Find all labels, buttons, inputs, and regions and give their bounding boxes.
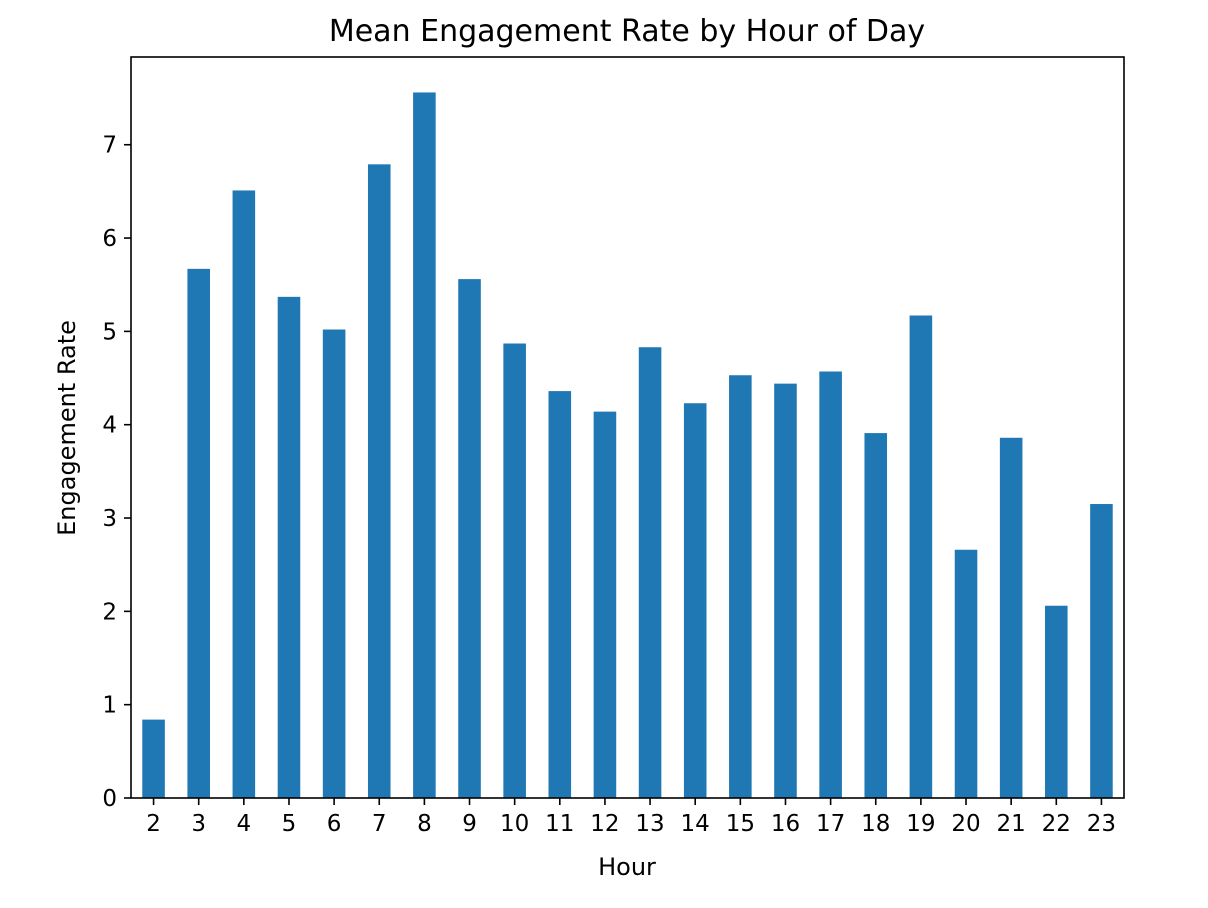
bar-hour-13	[638, 347, 662, 798]
bar-hour-5	[277, 296, 301, 798]
bar-hour-15	[729, 375, 752, 798]
bar-hour-7	[367, 164, 391, 798]
bar-hour-2	[142, 719, 165, 798]
x-tick-label: 7	[372, 811, 387, 837]
x-tick-label: 15	[726, 811, 755, 837]
y-tick-label: 7	[102, 133, 117, 159]
bar-hour-9	[458, 279, 481, 798]
x-tick-label: 17	[816, 811, 845, 837]
bar-hour-23	[1090, 504, 1113, 798]
bar-hour-20	[954, 549, 978, 798]
x-tick-label: 9	[462, 811, 477, 837]
x-tick-label: 5	[282, 811, 297, 837]
bar-hour-18	[864, 433, 888, 798]
x-tick-label: 4	[237, 811, 252, 837]
x-tick-label: 22	[1042, 811, 1071, 837]
y-tick-label: 1	[102, 693, 117, 719]
y-axis-label: Engagement Rate	[53, 320, 81, 536]
x-tick-label: 18	[861, 811, 890, 837]
x-axis: 2 3 4 5 6 7 8 9 10 11 12 13 14 15 16 17 18 19 20 21 22 23	[146, 798, 1116, 837]
y-tick-label: 2	[102, 599, 117, 625]
bar-hour-6	[322, 329, 346, 798]
bar-hour-19	[909, 315, 933, 798]
plot-frame	[130, 56, 1125, 799]
x-tick-label: 19	[906, 811, 935, 837]
bar-hour-11	[548, 391, 572, 798]
x-tick-label: 8	[417, 811, 432, 837]
bar-hour-12	[593, 411, 617, 798]
x-tick-label: 2	[146, 811, 161, 837]
x-tick-label: 12	[590, 811, 619, 837]
bar-hour-8	[413, 92, 436, 798]
bar-hour-10	[503, 343, 526, 798]
bar-hour-21	[999, 437, 1023, 798]
bar-hour-16	[774, 383, 797, 798]
chart-title: Mean Engagement Rate by Hour of Day	[329, 14, 925, 49]
x-axis-label: Hour	[598, 853, 656, 881]
y-tick-label: 3	[102, 506, 117, 532]
x-tick-label: 10	[500, 811, 529, 837]
bar-hour-17	[819, 371, 842, 798]
bar-hour-22	[1045, 605, 1068, 798]
plot-area	[130, 56, 1125, 799]
x-tick-label: 11	[545, 811, 574, 837]
y-tick-label: 0	[102, 786, 117, 812]
y-axis: 0 1 2 3 4 5 6 7	[102, 133, 131, 812]
x-tick-label: 16	[771, 811, 800, 837]
x-tick-label: 23	[1087, 811, 1116, 837]
y-tick-label: 5	[102, 319, 117, 345]
x-tick-label: 20	[951, 811, 980, 837]
x-tick-label: 13	[635, 811, 664, 837]
y-tick-label: 4	[102, 413, 117, 439]
x-tick-label: 14	[681, 811, 710, 837]
bars-group	[142, 92, 1113, 799]
bar-hour-14	[683, 403, 707, 798]
x-tick-label: 21	[997, 811, 1026, 837]
y-tick-label: 6	[102, 226, 117, 252]
x-tick-label: 6	[327, 811, 342, 837]
x-tick-label: 3	[191, 811, 206, 837]
bar-hour-4	[232, 190, 256, 798]
bar-hour-3	[187, 268, 210, 799]
